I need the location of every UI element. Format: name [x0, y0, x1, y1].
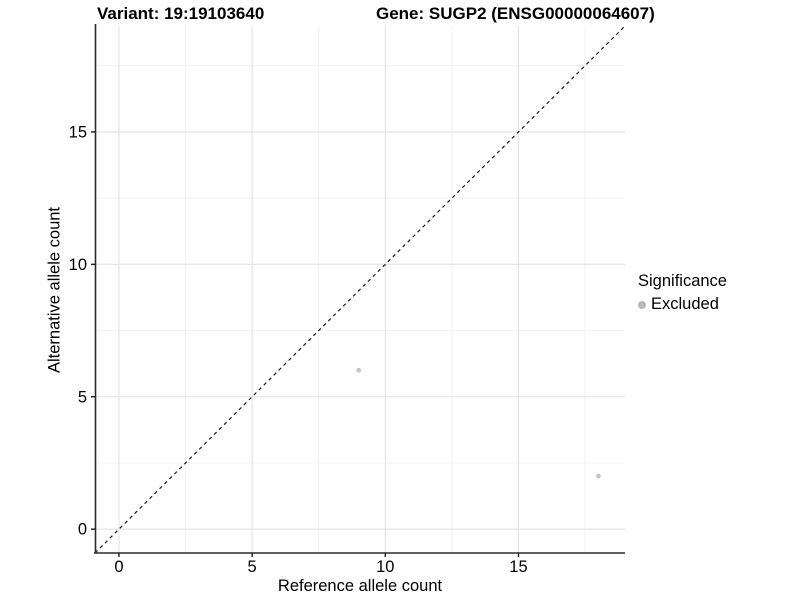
legend: Significance Excluded	[638, 272, 727, 314]
svg-text:5: 5	[248, 558, 257, 576]
legend-title: Significance	[638, 272, 727, 290]
gene-title: Gene: SUGP2 (ENSG00000064607)	[376, 4, 655, 23]
svg-text:10: 10	[69, 256, 87, 274]
svg-text:15: 15	[69, 123, 87, 141]
svg-text:10: 10	[376, 558, 394, 576]
svg-text:5: 5	[78, 388, 87, 406]
svg-text:15: 15	[509, 558, 527, 576]
y-axis-title: Alternative allele count	[45, 206, 64, 374]
x-axis-title: Reference allele count	[277, 577, 443, 595]
svg-text:0: 0	[78, 521, 87, 539]
excluded-point-icon	[638, 300, 646, 309]
legend-entry-label: Excluded	[651, 295, 719, 313]
legend-entry-excluded: Excluded	[638, 295, 727, 314]
svg-text:0: 0	[114, 558, 123, 576]
variant-title: Variant: 19:19103640	[97, 4, 265, 23]
